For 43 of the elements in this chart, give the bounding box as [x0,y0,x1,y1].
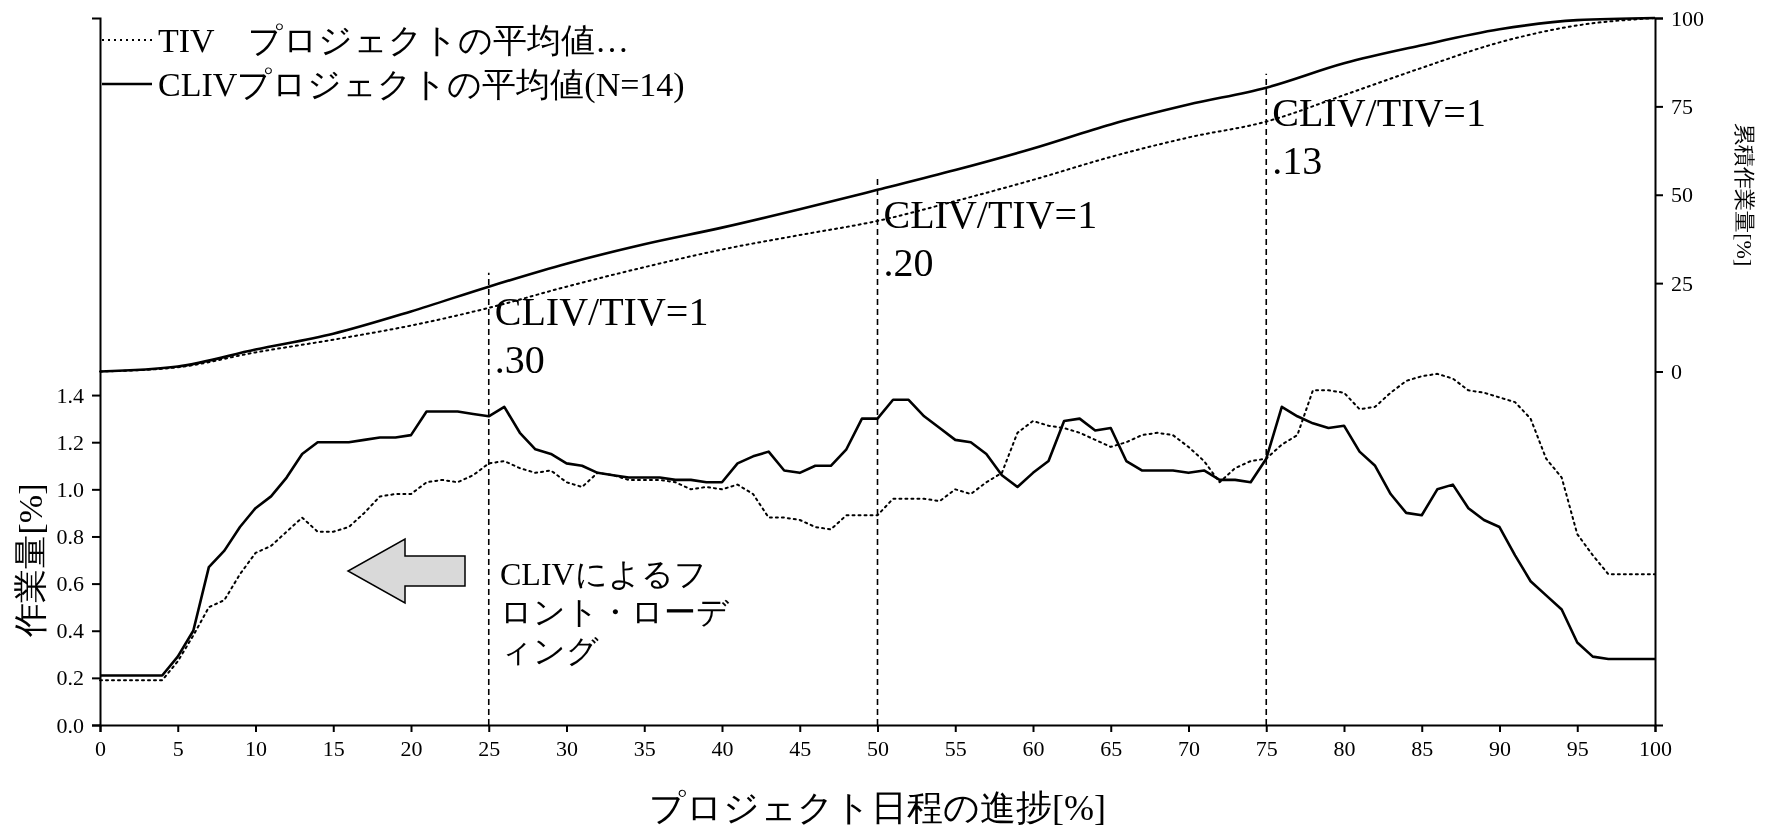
x-tick-label: 0 [95,735,106,761]
y-tick-label: 0.8 [56,524,84,550]
x-tick-label: 85 [1411,735,1434,761]
y-tick-label: 0.6 [56,571,84,597]
x-tick-label: 25 [478,735,501,761]
y-tick-label: 0.2 [56,665,84,691]
y-axis-title: 作業量[%] [11,483,49,638]
annotation: CLIV/TIV=1.30 [494,288,709,382]
x-tick-label: 5 [172,735,184,761]
x-tick-label: 55 [944,735,967,761]
x-tick-label: 100 [1639,735,1672,761]
y-tick-label: 1.2 [56,429,84,455]
annotation: CLIV/TIV=1.13 [1272,89,1486,183]
x-tick-label: 40 [711,735,734,761]
annotation: CLIVによるフロント・ローディング [500,556,730,669]
x-tick-label: 50 [867,735,889,761]
y2-tick-label: 50 [1671,182,1693,208]
x-tick-label: 75 [1255,735,1278,761]
y2-tick-label: 0 [1671,359,1682,385]
x-tick-label: 95 [1566,735,1589,761]
y2-tick-label: 100 [1671,5,1704,31]
x-axis-title: プロジェクト日程の進捗[%] [649,788,1106,828]
x-tick-label: 30 [556,735,578,761]
y-tick-label: 1.0 [56,476,84,502]
y-tick-label: 0.0 [56,712,84,738]
x-tick-label: 60 [1022,735,1045,761]
legend-label: CLIVプロジェクトの平均値(N=14) [158,65,685,104]
y2-axis-title: 累積作業量[%] [1732,123,1758,267]
x-tick-label: 70 [1178,735,1200,761]
x-tick-label: 10 [245,735,267,761]
y-tick-label: 1.4 [56,382,84,408]
x-tick-label: 35 [633,735,656,761]
legend-label: TIV プロジェクトの平均値… [158,21,630,59]
x-tick-label: 90 [1489,735,1511,761]
y2-tick-label: 75 [1671,93,1693,119]
x-tick-label: 80 [1333,735,1356,761]
x-tick-label: 65 [1100,735,1123,761]
y2-tick-label: 25 [1671,270,1693,296]
x-tick-label: 15 [322,735,345,761]
x-tick-label: 20 [400,735,423,761]
annotation: CLIV/TIV=1.20 [883,191,1098,285]
y-tick-label: 0.4 [56,618,84,644]
x-tick-label: 45 [789,735,812,761]
